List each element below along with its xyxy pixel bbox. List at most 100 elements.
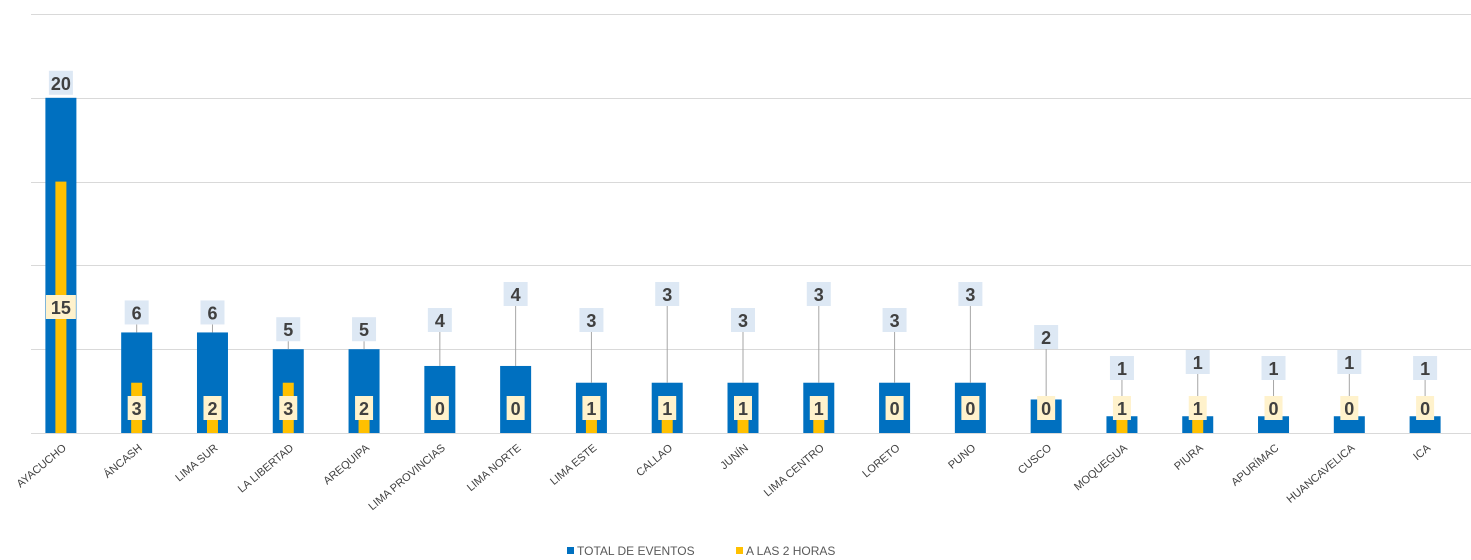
label-two-hours-box: [203, 396, 222, 420]
label-total-box: [503, 282, 528, 306]
category-label: HUANCAVELICA: [1285, 442, 1358, 506]
label-two-hours: 0: [961, 396, 980, 420]
label-two-hours-text: 3: [132, 399, 142, 419]
label-two-hours-box: [45, 295, 76, 319]
label-two-hours-box: [658, 396, 677, 420]
label-two-hours-box: [1340, 396, 1359, 420]
label-total-box: [655, 282, 680, 306]
label-two-hours-box: [582, 396, 601, 420]
label-two-hours-text: 0: [1344, 399, 1354, 419]
category-label: LIMA NORTE: [465, 442, 524, 494]
label-two-hours: 1: [1112, 396, 1131, 420]
label-total: 1: [1413, 356, 1438, 380]
label-total-text: 3: [738, 311, 748, 331]
label-total-box: [352, 317, 377, 342]
label-total-text: 5: [283, 320, 293, 340]
label-two-hours-text: 0: [890, 399, 900, 419]
label-total: 1: [1261, 356, 1286, 380]
label-total: 6: [124, 300, 149, 325]
label-two-hours-text: 0: [511, 399, 521, 419]
label-total-box: [1185, 350, 1210, 374]
gridlines: [31, 14, 1471, 434]
category-label: AREQUIPA: [321, 442, 372, 488]
label-two-hours: 0: [885, 396, 904, 420]
label-two-hours-text: 1: [1117, 399, 1127, 419]
label-two-hours: 3: [279, 396, 298, 420]
label-total-text: 20: [51, 74, 71, 94]
label-two-hours-box: [1037, 396, 1056, 420]
category-label: AYACUCHO: [15, 442, 70, 491]
label-two-hours-text: 1: [662, 399, 672, 419]
label-total: 4: [427, 308, 452, 332]
label-two-hours: 15: [45, 295, 76, 319]
label-total-box: [276, 317, 301, 342]
category-label: MOQUEGUA: [1072, 442, 1130, 494]
label-two-hours: 1: [582, 396, 601, 420]
legend-swatch-total: [567, 547, 574, 554]
category-label: ÁNCASH: [101, 441, 145, 480]
label-total-box: [1261, 356, 1286, 380]
label-total: 3: [579, 308, 604, 332]
bar-total: [1333, 416, 1365, 433]
label-two-hours: 0: [430, 396, 449, 420]
label-total: 1: [1185, 350, 1210, 374]
label-two-hours: 1: [734, 396, 752, 420]
label-total-box: [1109, 356, 1134, 380]
label-two-hours-box: [1188, 396, 1207, 420]
legend-label-total: TOTAL DE EVENTOS: [577, 544, 695, 558]
label-two-hours: 0: [506, 396, 525, 420]
label-two-hours-text: 1: [1193, 399, 1203, 419]
label-total: 1: [1337, 350, 1362, 374]
category-label: ICA: [1411, 442, 1433, 463]
label-two-hours: 1: [658, 396, 677, 420]
category-label: CALLAO: [634, 442, 675, 479]
label-total: 4: [503, 282, 528, 306]
label-two-hours: 1: [809, 396, 828, 420]
label-two-hours-text: 2: [359, 399, 369, 419]
label-two-hours-box: [1112, 396, 1131, 420]
legend: TOTAL DE EVENTOS A LAS 2 HORAS: [567, 544, 835, 558]
label-total-box: [124, 300, 149, 325]
label-two-hours-text: 1: [738, 399, 748, 419]
label-two-hours: 2: [203, 396, 222, 420]
label-two-hours-text: 0: [435, 399, 445, 419]
bar-two-hours: [813, 416, 825, 433]
label-total-box: [579, 308, 604, 332]
category-label: APURÍMAC: [1229, 441, 1282, 488]
legend-label-two-hours: A LAS 2 HORAS: [746, 544, 835, 558]
label-total: 3: [958, 282, 983, 306]
label-total: 6: [200, 300, 225, 325]
label-total-text: 3: [965, 285, 975, 305]
label-total-text: 3: [586, 311, 596, 331]
label-two-hours: 0: [1264, 396, 1283, 420]
label-two-hours-text: 1: [814, 399, 824, 419]
bar-two-hours: [585, 416, 597, 433]
label-two-hours-text: 1: [586, 399, 596, 419]
category-label: CUSCO: [1016, 442, 1054, 477]
label-two-hours-text: 3: [283, 399, 293, 419]
bar-two-hours: [737, 416, 749, 433]
label-total-box: [958, 282, 983, 306]
label-total-box: [48, 70, 73, 95]
label-total-text: 6: [207, 303, 217, 323]
label-total-box: [1337, 350, 1362, 374]
label-two-hours: 1: [1188, 396, 1207, 420]
label-total-text: 1: [1344, 353, 1354, 373]
category-label: LIMA SUR: [173, 442, 220, 484]
label-two-hours: 0: [1037, 396, 1056, 420]
label-two-hours-box: [1416, 396, 1435, 420]
label-two-hours: 0: [1340, 396, 1359, 420]
label-total-text: 3: [662, 285, 672, 305]
label-two-hours-text: 2: [207, 399, 217, 419]
label-two-hours-box: [961, 396, 980, 420]
category-label: LIMA PROVINCIAS: [367, 442, 448, 513]
label-two-hours-text: 0: [1420, 399, 1430, 419]
label-total-text: 1: [1117, 359, 1127, 379]
label-total-text: 1: [1420, 359, 1430, 379]
category-axis-labels: AYACUCHO ÁNCASH LIMA SUR LA LIBERTAD AREQUIP…: [15, 441, 1434, 513]
label-total: 20: [48, 70, 73, 95]
category-label: PUNO: [946, 442, 978, 472]
label-total: 5: [276, 317, 301, 342]
